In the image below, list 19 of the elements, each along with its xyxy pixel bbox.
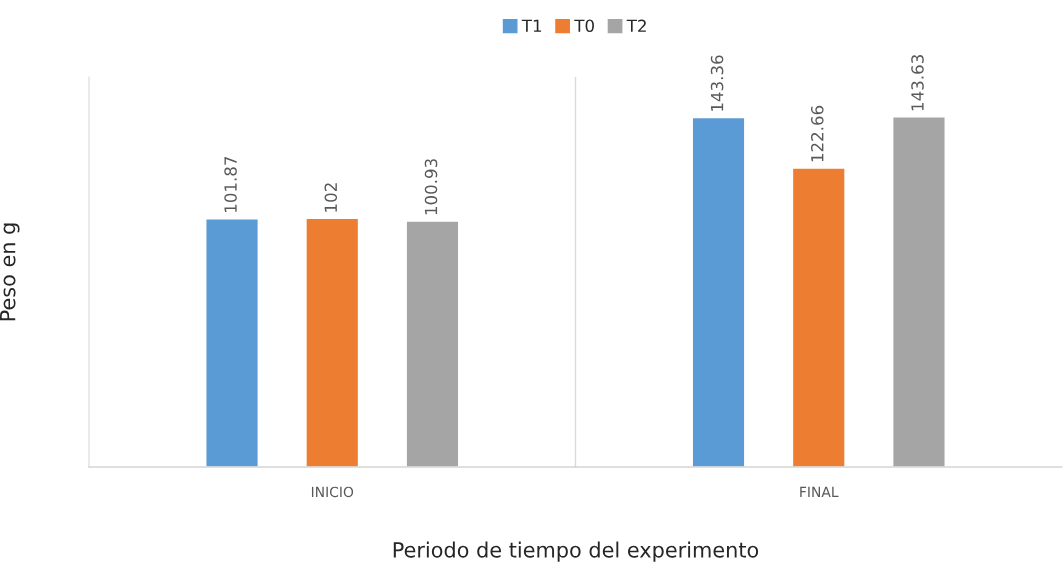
data-label: 143.63 [911,55,924,111]
x-axis-title: Periodo de tiempo del experimento [393,541,759,562]
legend-label: T0 [574,19,594,33]
data-label: 102 [324,183,338,212]
bar [791,167,846,467]
bar [892,116,946,467]
data-label: 143.36 [710,55,724,111]
data-label: 101.87 [224,156,237,212]
x-tick-label: FINAL [800,486,839,497]
legend-label: T2 [626,19,646,32]
y-axis-title: Peso en g [0,223,20,321]
bar [691,116,746,467]
x-tick-label: INICIO [311,486,354,498]
bar [405,220,460,467]
bar [205,217,259,467]
data-label: 122.66 [810,105,824,162]
data-label: 100.93 [424,159,438,215]
bar [305,217,360,467]
legend-label: T1 [521,19,542,32]
